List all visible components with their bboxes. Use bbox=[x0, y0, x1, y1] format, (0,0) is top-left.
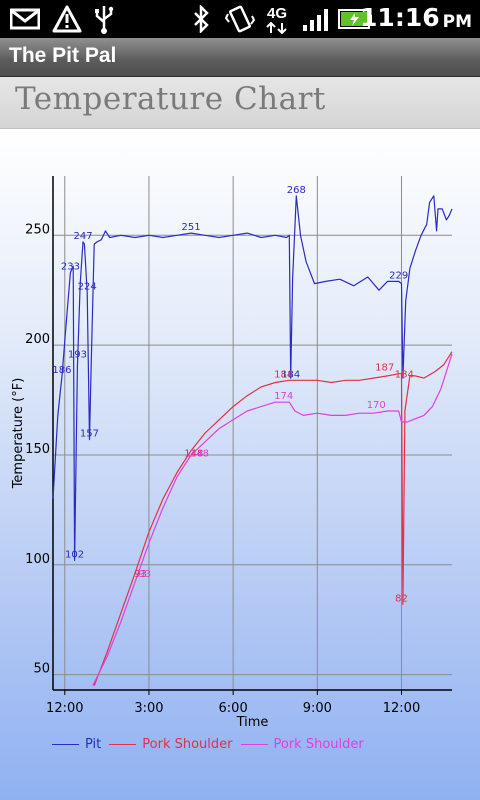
legend-swatch bbox=[52, 743, 79, 745]
series-line-1 bbox=[93, 351, 453, 686]
x-axis-ticks: 12:00 3:00 6:00 9:00 12:00 bbox=[46, 690, 420, 716]
legend-item-pork-shoulder-2: Pork Shoulder bbox=[240, 736, 364, 752]
chart-data-labels: 233 102 193 247 224 157 186 251 268 184 229 93 148 18… bbox=[52, 185, 413, 605]
data-label: 148 bbox=[184, 448, 203, 459]
data-label: 82 bbox=[395, 593, 408, 604]
y-tick-label: 50 bbox=[33, 662, 50, 677]
legend-label: Pork Shoulder bbox=[273, 736, 364, 752]
data-label: 174 bbox=[274, 391, 293, 402]
x-tick-label: 12:00 bbox=[383, 701, 420, 716]
legend-label: Pit bbox=[85, 736, 102, 752]
legend-item-pit: Pit bbox=[52, 737, 101, 752]
data-label: 93 bbox=[138, 569, 151, 580]
series-line-0 bbox=[52, 195, 453, 561]
clock-time: 11:16 bbox=[360, 3, 440, 32]
data-label: 184 bbox=[395, 369, 414, 380]
data-label: 102 bbox=[65, 549, 84, 560]
data-label: 233 bbox=[61, 262, 80, 273]
page-title: Temperature Chart bbox=[15, 81, 326, 117]
legend-swatch bbox=[109, 743, 137, 745]
chart-area: 50 100 150 200 250 12:00 3:00 6:00 9:00 12:00 23… bbox=[0, 129, 480, 800]
usb-icon bbox=[92, 0, 116, 38]
chart-legend: Pit Pork Shoulder Pork Shoulder bbox=[52, 735, 372, 753]
chart-grid bbox=[53, 176, 452, 690]
x-tick-label: 9:00 bbox=[303, 701, 332, 716]
status-clock: 11:16 PM bbox=[360, 0, 472, 38]
data-label: 193 bbox=[68, 350, 87, 361]
data-label: 251 bbox=[182, 222, 201, 233]
clock-ampm: PM bbox=[442, 12, 472, 32]
y-axis-ticks: 50 100 150 200 250 bbox=[25, 222, 50, 676]
data-label: 157 bbox=[80, 429, 99, 440]
mail-icon bbox=[10, 0, 40, 38]
data-label: 187 bbox=[375, 363, 394, 374]
y-axis-label: Temperature (°F) bbox=[11, 378, 26, 490]
signal-icon bbox=[302, 0, 332, 38]
legend-swatch bbox=[240, 743, 268, 745]
data-label: 186 bbox=[52, 365, 71, 376]
network-4g-icon: 4G bbox=[266, 0, 288, 38]
x-tick-label: 6:00 bbox=[219, 701, 248, 716]
chart-axes bbox=[52, 176, 452, 691]
data-label: 170 bbox=[367, 400, 386, 411]
app-title-bar: The Pit Pal bbox=[0, 38, 480, 77]
app-title: The Pit Pal bbox=[9, 44, 117, 67]
legend-item-pork-shoulder-1: Pork Shoulder bbox=[109, 736, 233, 752]
data-label: 229 bbox=[389, 270, 408, 281]
series-line-2 bbox=[92, 353, 453, 686]
y-tick-label: 150 bbox=[25, 442, 50, 457]
y-tick-label: 250 bbox=[25, 222, 50, 237]
warning-icon bbox=[52, 0, 82, 38]
data-label: 268 bbox=[287, 185, 306, 196]
data-label: 247 bbox=[73, 231, 92, 242]
status-bar: 4G 11:16 PM bbox=[0, 0, 480, 38]
data-label: 93 bbox=[134, 569, 147, 580]
page-header: Temperature Chart bbox=[0, 77, 480, 129]
temperature-chart: 50 100 150 200 250 12:00 3:00 6:00 9:00 12:00 23… bbox=[11, 176, 453, 730]
data-label: 184 bbox=[274, 369, 293, 380]
data-label: 148 bbox=[190, 448, 209, 459]
bluetooth-icon bbox=[192, 0, 210, 38]
network-label: 4G bbox=[266, 4, 287, 22]
y-tick-label: 100 bbox=[25, 552, 50, 567]
x-axis-label: Time bbox=[236, 715, 269, 730]
vibrate-icon bbox=[224, 0, 256, 38]
battery-charging-icon bbox=[338, 0, 374, 38]
x-tick-label: 3:00 bbox=[134, 701, 163, 716]
data-label: 224 bbox=[78, 281, 97, 292]
data-label: 184 bbox=[281, 369, 300, 380]
chart-series bbox=[52, 195, 453, 686]
x-tick-label: 12:00 bbox=[46, 701, 83, 716]
legend-label: Pork Shoulder bbox=[142, 736, 233, 752]
y-tick-label: 200 bbox=[25, 332, 50, 347]
